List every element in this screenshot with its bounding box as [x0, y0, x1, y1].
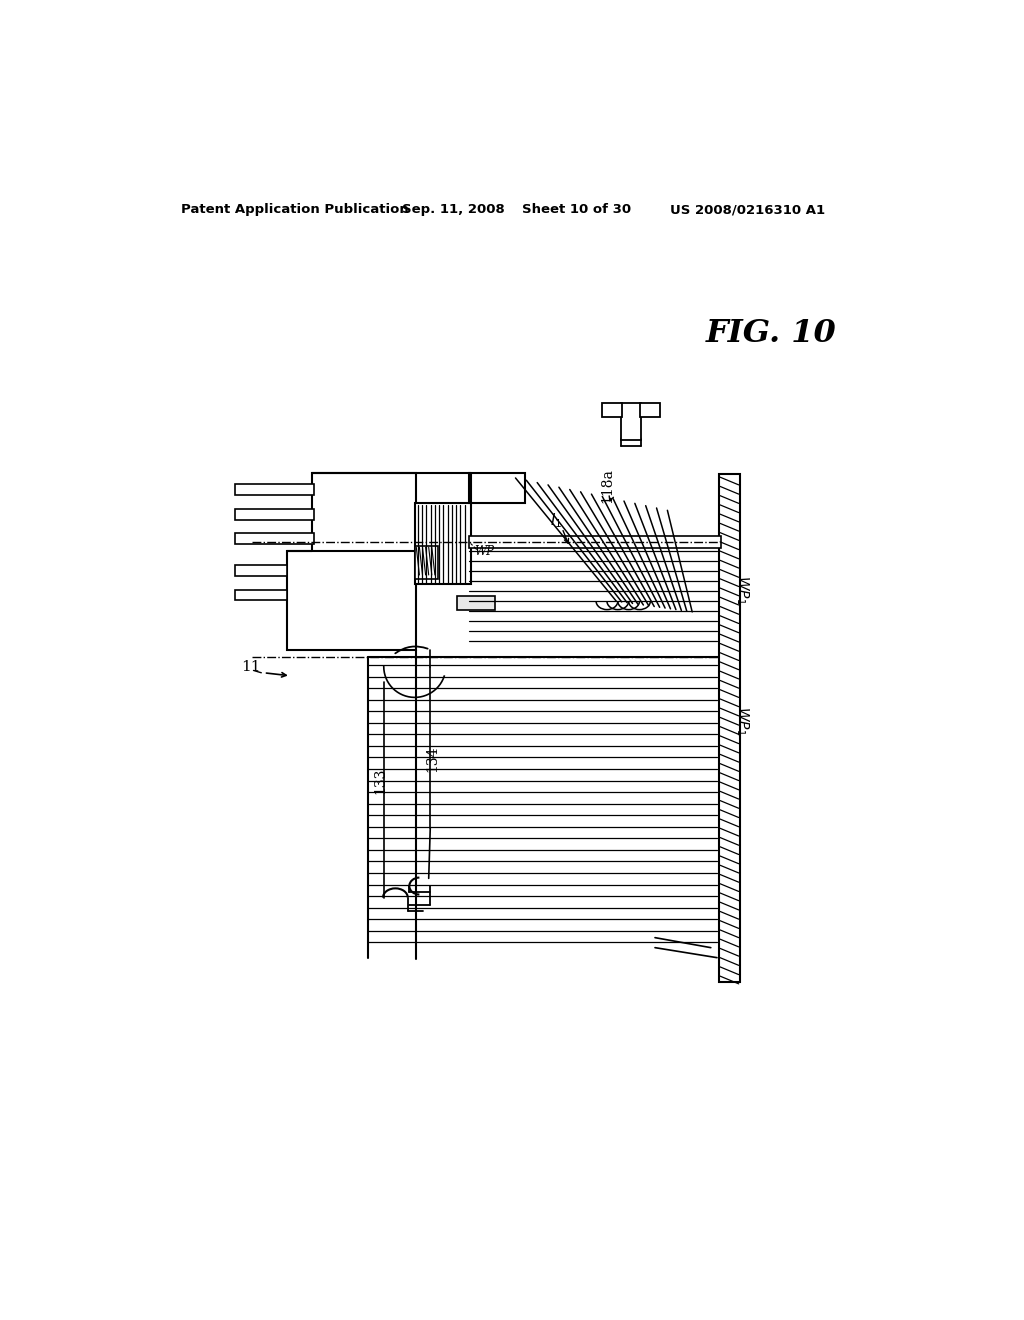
- Text: 133: 133: [373, 767, 387, 793]
- FancyBboxPatch shape: [458, 595, 495, 610]
- FancyBboxPatch shape: [415, 503, 471, 585]
- FancyBboxPatch shape: [469, 536, 721, 548]
- Text: 11: 11: [241, 660, 260, 673]
- Text: $I_1$: $I_1$: [551, 511, 562, 529]
- FancyBboxPatch shape: [640, 404, 659, 417]
- FancyBboxPatch shape: [621, 404, 641, 441]
- FancyBboxPatch shape: [234, 565, 287, 576]
- Text: $WP_1$: $WP_1$: [733, 706, 750, 735]
- FancyBboxPatch shape: [312, 473, 416, 556]
- FancyBboxPatch shape: [287, 552, 416, 649]
- Text: Sep. 11, 2008: Sep. 11, 2008: [401, 203, 505, 216]
- Text: US 2008/0216310 A1: US 2008/0216310 A1: [671, 203, 825, 216]
- Text: Patent Application Publication: Patent Application Publication: [180, 203, 409, 216]
- Text: 134: 134: [426, 746, 439, 772]
- FancyBboxPatch shape: [719, 474, 740, 982]
- FancyBboxPatch shape: [234, 484, 314, 495]
- Text: Sheet 10 of 30: Sheet 10 of 30: [521, 203, 631, 216]
- Text: 118a: 118a: [600, 469, 614, 503]
- FancyBboxPatch shape: [234, 508, 314, 520]
- FancyBboxPatch shape: [234, 590, 287, 601]
- FancyBboxPatch shape: [602, 404, 623, 417]
- FancyBboxPatch shape: [469, 473, 524, 503]
- FancyBboxPatch shape: [415, 545, 438, 578]
- FancyBboxPatch shape: [234, 533, 314, 544]
- Text: WP: WP: [474, 545, 495, 557]
- Text: $WP_1$: $WP_1$: [733, 576, 750, 605]
- Text: FIG. 10: FIG. 10: [706, 318, 837, 350]
